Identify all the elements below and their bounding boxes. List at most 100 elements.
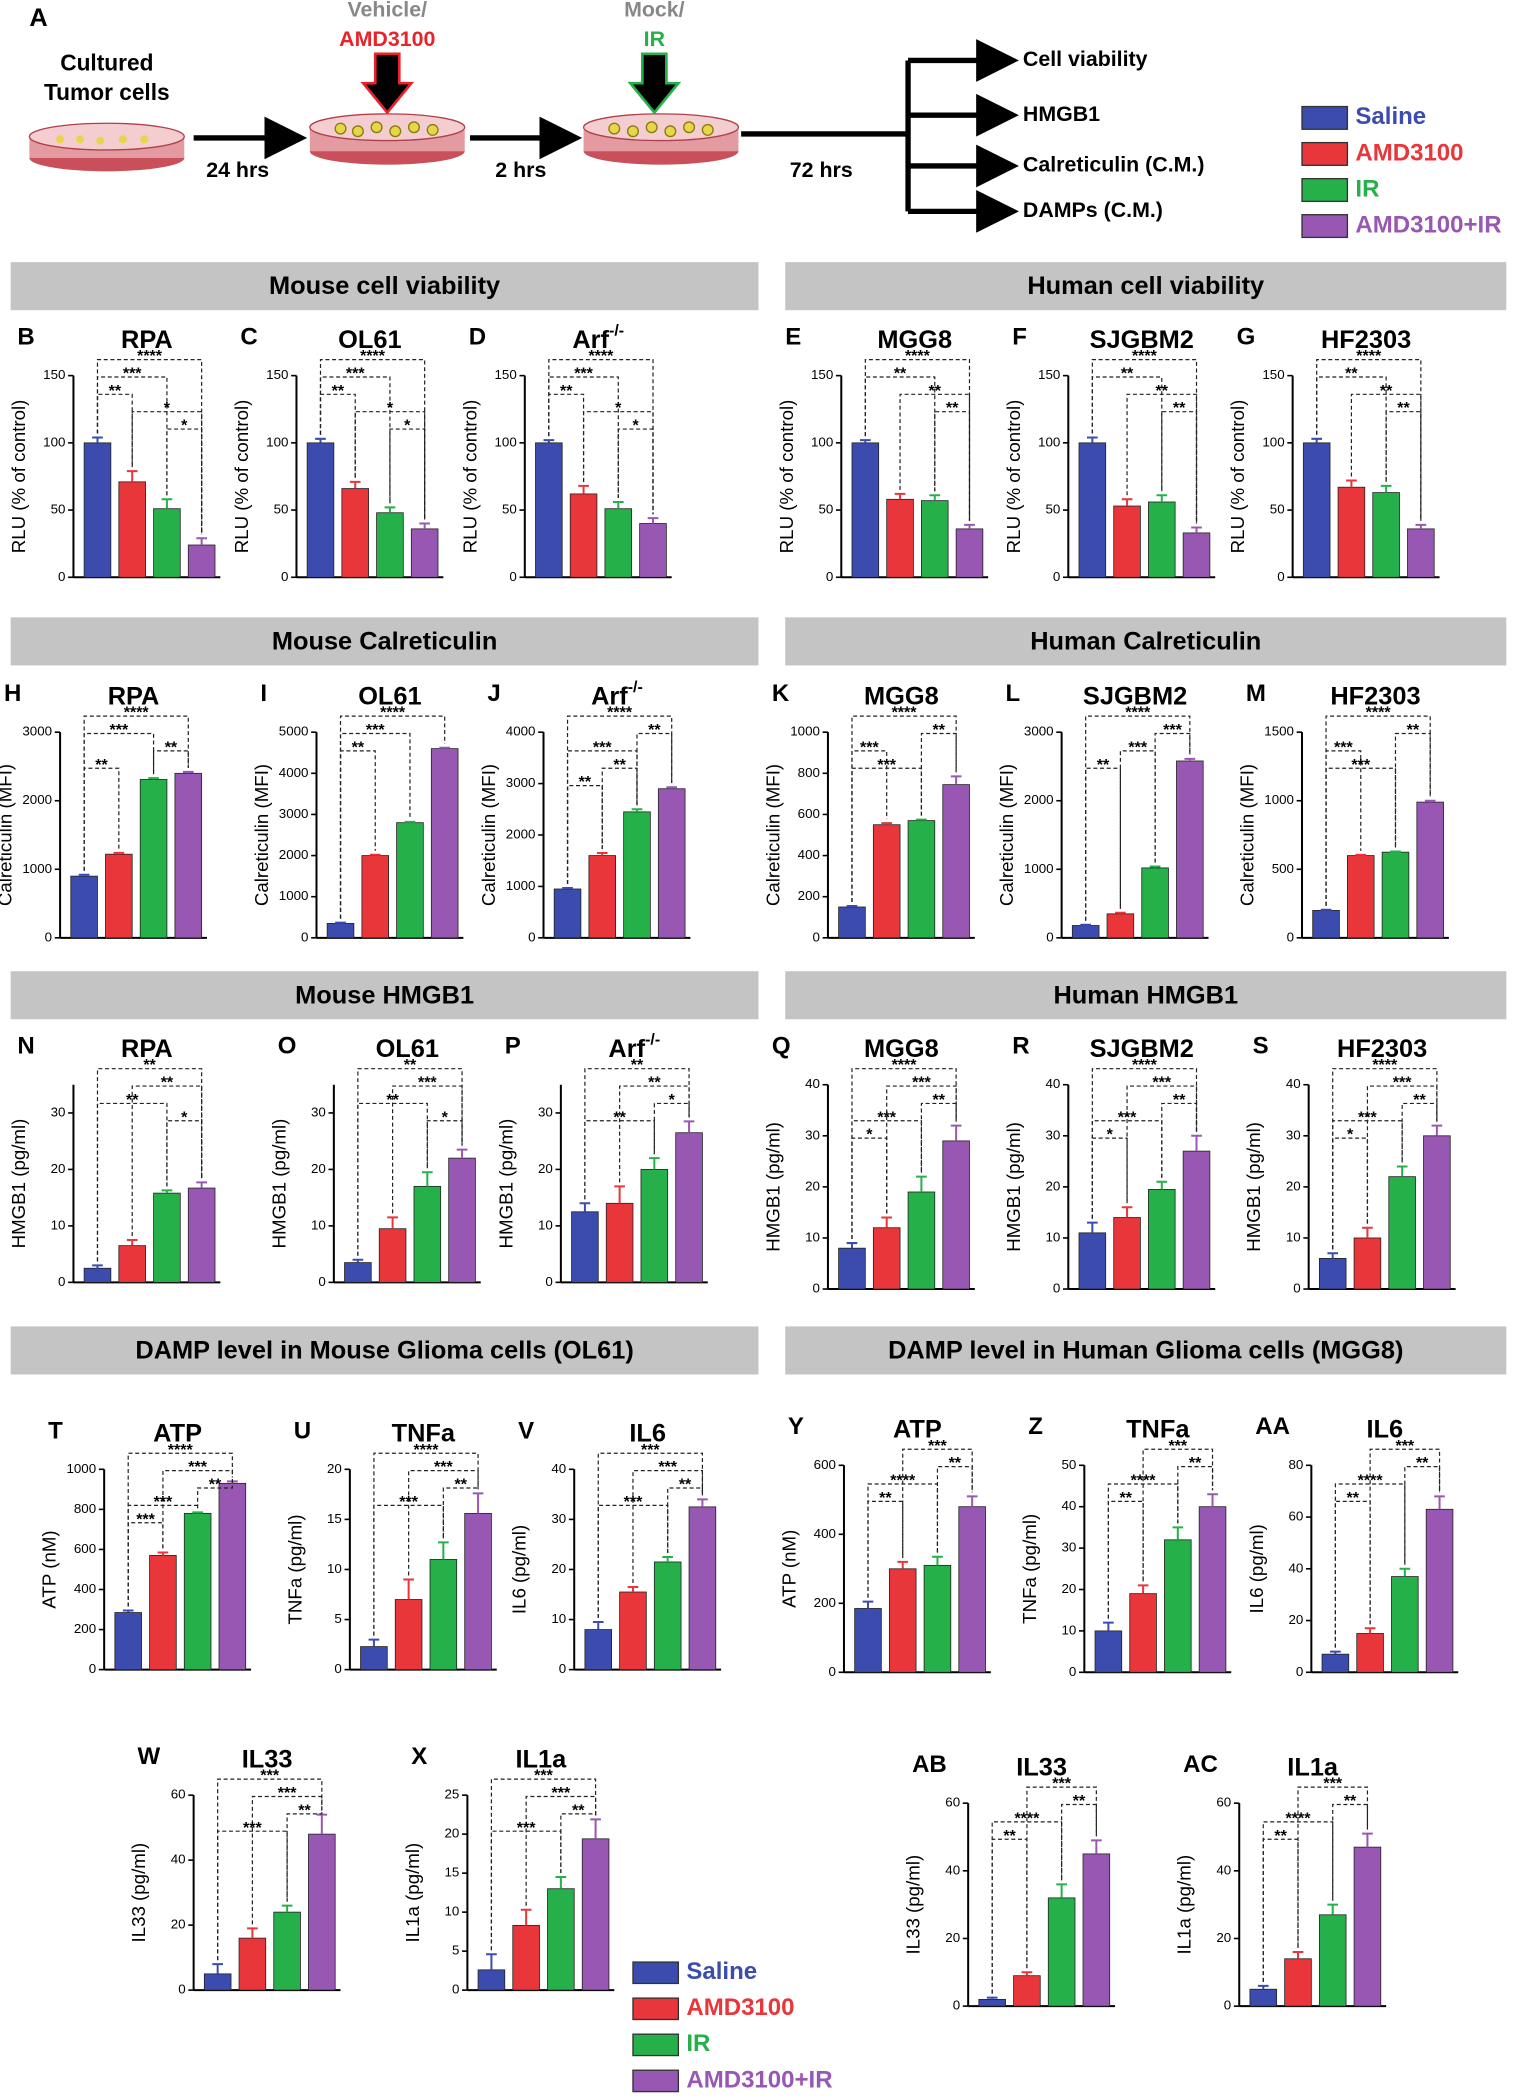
y-tick-label: 20 [551, 1561, 566, 1576]
panel-letter: I [260, 680, 267, 707]
significance-label: *** [517, 1819, 536, 1837]
legend-swatch [632, 2069, 680, 2093]
significance-label: *** [534, 1767, 553, 1785]
significance-bracket [96, 1068, 203, 1262]
bar [83, 1267, 112, 1283]
bar [378, 1228, 407, 1283]
bar [851, 442, 880, 578]
significance-bracket [357, 1068, 463, 1256]
significance-label: **** [1131, 1472, 1157, 1490]
significance-label: *** [877, 1108, 896, 1126]
error-bar [349, 480, 361, 489]
bar [1425, 1508, 1454, 1673]
legend-label: AMD3100 [686, 1994, 794, 2021]
y-tick-label: 100 [495, 434, 517, 449]
significance-bracket [408, 1470, 479, 1576]
panel-title: IL6 [629, 1419, 666, 1447]
error-bar [456, 1148, 468, 1159]
legend-label: IR [1355, 175, 1379, 202]
error-bar [1431, 1124, 1443, 1136]
significance-bracket [286, 1810, 323, 1902]
bar [118, 481, 146, 578]
significance-bracket [566, 715, 673, 884]
y-axis-label: HMGB1 (pg/ml) [268, 1119, 289, 1249]
panel-letter: E [785, 324, 801, 351]
y-tick-label: 20 [1045, 1178, 1060, 1193]
significance-label: *** [1163, 721, 1182, 739]
panel-title: IL33 [1016, 1753, 1067, 1781]
significance-label: *** [260, 1767, 279, 1785]
y-axis-label: Calreticulin (MFI) [0, 764, 16, 906]
y-tick-label: 0 [1293, 1281, 1300, 1296]
significance-bracket [1404, 1466, 1441, 1565]
error-bar [315, 437, 326, 443]
y-tick-label: 0 [813, 929, 820, 944]
error-bar [1390, 850, 1401, 853]
panel-letter: T [48, 1417, 63, 1444]
panel-title: SJGBM2 [1083, 682, 1187, 710]
panel-title-text: TNFa [392, 1419, 456, 1447]
schematic: A Cultured Tumor cells 24 hrs Vehicle/ A… [28, 0, 1204, 233]
panel-title-text: IL33 [242, 1745, 293, 1773]
significance-label: ** [165, 738, 178, 756]
significance-label: *** [123, 365, 142, 383]
error-bar [1330, 1650, 1341, 1655]
y-tick-label: 800 [74, 1501, 96, 1516]
significance-label: **** [1366, 704, 1392, 722]
y-tick-label: 0 [509, 569, 516, 584]
error-bar [862, 1600, 874, 1609]
significance-bracket [991, 1821, 1063, 1994]
significance-label: ** [209, 1476, 222, 1494]
y-tick-label: 20 [445, 1826, 460, 1841]
significance-label: **** [1286, 1809, 1312, 1827]
significance-bracket [920, 1102, 957, 1173]
error-bar [182, 770, 194, 774]
panel-letter: U [294, 1417, 311, 1444]
error-bar [1080, 923, 1092, 926]
y-tick-label: 0 [89, 1661, 96, 1676]
bar [1284, 1958, 1312, 2007]
significance-label: ** [95, 756, 108, 774]
bar [838, 906, 866, 939]
significance-label: ** [648, 721, 661, 739]
legend-swatch [1301, 214, 1349, 239]
significance-bracket [131, 1085, 203, 1237]
error-bar [697, 1498, 708, 1507]
significance-label: * [1347, 1126, 1354, 1144]
significance-bracket [566, 784, 603, 884]
significance-bracket [1316, 376, 1387, 482]
significance-label: **** [168, 1441, 194, 1459]
y-tick-label: 3000 [279, 806, 309, 821]
dish [309, 113, 466, 165]
significance-label: ** [1407, 721, 1420, 739]
significance-label: *** [574, 365, 593, 383]
y-tick-label: 40 [1216, 1862, 1231, 1877]
treatment-arrow [360, 52, 415, 115]
y-tick-label: 0 [829, 1664, 836, 1679]
bar [183, 1512, 212, 1671]
y-tick-label: 0 [1277, 569, 1284, 584]
bar [888, 1568, 917, 1673]
bar [1391, 1576, 1419, 1673]
significance-bracket [584, 1068, 690, 1200]
y-tick-label: 0 [1069, 1664, 1076, 1679]
error-bar [592, 1621, 604, 1630]
significance-bracket [1154, 732, 1191, 863]
error-bar [1434, 1495, 1445, 1510]
error-bar [384, 506, 396, 513]
y-axis-label: RLU (% of control) [1227, 400, 1248, 554]
significance-label: ** [1345, 365, 1358, 383]
y-tick-label: 0 [953, 1998, 960, 2013]
y-tick-label: 800 [798, 765, 820, 780]
y-tick-label: 10 [1045, 1229, 1060, 1244]
y-tick-label: 40 [1286, 1076, 1301, 1091]
significance-label: ** [631, 1056, 644, 1074]
section-header [10, 971, 759, 1020]
section-title: Human cell viability [1027, 272, 1264, 300]
error-bar [1191, 526, 1202, 533]
y-tick-label: 20 [945, 1930, 960, 1945]
y-tick-label: 0 [1053, 569, 1060, 584]
panel-letter: K [772, 680, 790, 707]
error-bar [543, 439, 555, 443]
y-tick-label: 5 [334, 1611, 341, 1626]
